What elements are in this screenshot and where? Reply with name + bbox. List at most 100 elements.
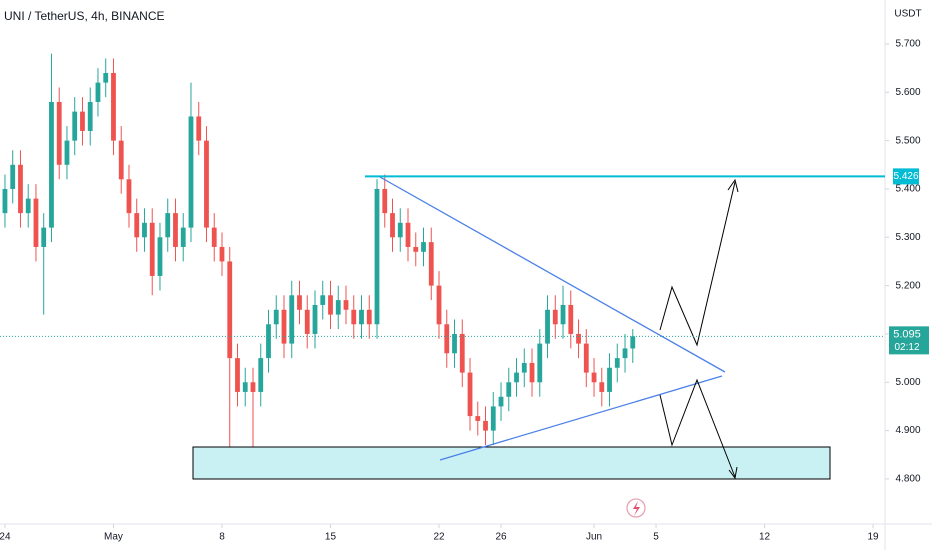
countdown-label: 02:12 [894, 342, 919, 353]
candle-body [498, 396, 504, 407]
candle-body [72, 111, 78, 141]
candle-body [413, 246, 419, 252]
candle-body [483, 420, 488, 431]
candle-body [196, 116, 202, 141]
y-tick-label: 5.000 [895, 377, 920, 388]
candle-body [281, 309, 287, 344]
y-tick-label: 5.300 [895, 232, 920, 243]
candle-body [126, 179, 132, 214]
y-tick-label: 5.700 [895, 39, 920, 50]
candle-body [87, 101, 93, 131]
trend-line [379, 176, 726, 373]
candle-body [452, 333, 457, 354]
candle-body [33, 198, 39, 247]
candle-body [521, 362, 527, 373]
candle-body [289, 295, 295, 344]
x-tick-label: May [104, 532, 123, 543]
candle-body [599, 382, 605, 392]
candle-body [258, 358, 264, 392]
candle-body [219, 246, 225, 262]
candle-body [397, 222, 403, 238]
x-tick-label: Jun [586, 532, 602, 543]
candle-body [591, 372, 597, 383]
y-tick-label: 4.800 [895, 474, 920, 485]
candle-body [242, 382, 248, 392]
candle-body [514, 372, 519, 383]
y-tick-label: 5.400 [895, 184, 920, 195]
x-tick-label: 26 [495, 532, 507, 543]
candle-body [304, 309, 310, 334]
candle-body [25, 198, 31, 214]
candle-body [56, 101, 62, 165]
candle-body [343, 300, 349, 310]
candle-body [467, 372, 473, 417]
candle-body [227, 261, 233, 359]
candle-body [266, 324, 271, 359]
event-icon-bolt [633, 501, 640, 516]
candle-body [405, 222, 411, 247]
candle-body [545, 309, 550, 344]
x-tick-label: 5 [653, 532, 659, 543]
candle-body [506, 382, 512, 397]
candle-body [421, 242, 426, 252]
y-tick-label: 5.500 [895, 135, 920, 146]
x-tick-label: 8 [219, 532, 225, 543]
candle-body [111, 72, 116, 141]
candle-body [359, 309, 364, 325]
level-label-box [893, 168, 919, 185]
candle-body [49, 101, 54, 228]
candle-body [529, 362, 535, 383]
candle-body [149, 222, 155, 276]
candle-body [444, 324, 450, 354]
arrow-head [727, 178, 739, 193]
candle-body [80, 111, 85, 131]
x-tick-label: 19 [868, 532, 880, 543]
candle-body [552, 309, 558, 325]
candle-body [560, 304, 566, 325]
candle-body [622, 348, 628, 359]
x-tick-label: 24 [0, 532, 11, 543]
candle-body [103, 72, 109, 83]
candle-body [312, 304, 318, 334]
candle-body [351, 309, 357, 325]
candle-body [607, 367, 612, 392]
candles [2, 53, 636, 479]
candle-body [118, 140, 124, 180]
candle-body [180, 227, 186, 247]
candle-body [328, 295, 333, 315]
candle-body [64, 140, 70, 165]
candle-body [297, 295, 302, 310]
candle-body [374, 188, 380, 325]
candle-body [583, 343, 589, 373]
y-tick-label: 5.600 [895, 87, 920, 98]
projection-arrow [659, 378, 736, 478]
x-tick-label: 12 [759, 532, 771, 543]
candle-body [188, 116, 194, 228]
candle-body [204, 140, 209, 228]
y-tick-label: 5.200 [895, 280, 920, 291]
candle-body [382, 188, 388, 214]
trend-line [439, 375, 723, 461]
candle-body [142, 222, 147, 238]
candle-body [475, 416, 481, 421]
candle-body [250, 382, 256, 392]
y-tick-label: 4.900 [895, 425, 920, 436]
candle-body [390, 213, 395, 238]
candle-body [436, 285, 442, 325]
candle-body [18, 164, 23, 214]
candle-body [165, 213, 171, 238]
x-tick-label: 15 [325, 532, 337, 543]
support-zone [192, 446, 831, 480]
candle-body [235, 358, 240, 392]
candle-body [490, 406, 496, 431]
candle-body [2, 188, 8, 214]
chart-title: UNI / TetherUS, 4h, BINANCE [4, 9, 165, 23]
candle-body [95, 82, 101, 102]
level-label: 5.426 [893, 171, 918, 182]
candle-body [630, 336, 636, 349]
candle-body [41, 227, 47, 247]
last-price-label: 5.095 [893, 328, 921, 340]
arrow-head [728, 466, 738, 480]
candle-body [320, 295, 326, 305]
